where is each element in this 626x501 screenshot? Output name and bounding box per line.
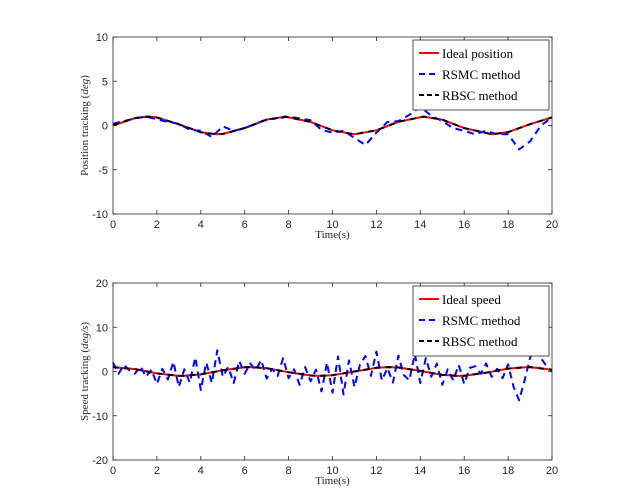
x-tick-label: 6 bbox=[242, 219, 248, 231]
series-line-rbsc-method bbox=[112, 115, 553, 136]
x-tick-label: 8 bbox=[286, 465, 292, 477]
x-tick-label: 0 bbox=[110, 219, 116, 231]
x-axis-label: Time(s) bbox=[315, 475, 350, 487]
x-tick-label: 4 bbox=[198, 465, 204, 477]
x-tick-label: 12 bbox=[370, 219, 382, 231]
x-tick-label: 14 bbox=[414, 219, 426, 231]
y-tick-label: -20 bbox=[92, 455, 108, 467]
x-tick-label: 16 bbox=[458, 465, 470, 477]
x-tick-label: 14 bbox=[414, 465, 426, 477]
series-line-rsmc-method bbox=[112, 341, 553, 402]
x-tick-label: 2 bbox=[154, 219, 160, 231]
legend-label: RBSC method bbox=[442, 88, 518, 103]
x-tick-label: 12 bbox=[370, 465, 382, 477]
y-axis-label: Position tracking (deg) bbox=[79, 75, 91, 176]
legend-label: RSMC method bbox=[442, 67, 521, 82]
legend: Ideal speed RSMC method RBSC method bbox=[412, 285, 550, 357]
y-tick-label: 0 bbox=[102, 121, 108, 133]
x-tick-label: 4 bbox=[198, 219, 204, 231]
x-tick-label: 18 bbox=[502, 465, 514, 477]
x-tick-label: 10 bbox=[326, 465, 338, 477]
y-tick-label: 20 bbox=[96, 278, 108, 290]
x-tick-label: 2 bbox=[154, 465, 160, 477]
legend-box bbox=[412, 285, 550, 357]
x-axis-label: Time(s) bbox=[315, 229, 350, 241]
y-tick-label: 10 bbox=[96, 32, 108, 44]
y-tick-label: -5 bbox=[98, 165, 108, 177]
x-tick-label: 6 bbox=[242, 465, 248, 477]
y-tick-label: 5 bbox=[102, 76, 108, 88]
legend-label: RBSC method bbox=[442, 334, 518, 349]
x-tick-label: 20 bbox=[546, 465, 558, 477]
x-tick-label: 10 bbox=[326, 219, 338, 231]
legend-label: Ideal position bbox=[442, 46, 514, 61]
series-line-rsmc-method bbox=[112, 105, 553, 151]
y-tick-label: -10 bbox=[92, 209, 108, 221]
x-tick-label: 18 bbox=[502, 219, 514, 231]
legend: Ideal position RSMC method RBSC method bbox=[412, 39, 550, 111]
y-tick-label: 0 bbox=[102, 367, 108, 379]
x-tick-label: 0 bbox=[110, 465, 116, 477]
series-line-rbsc-method bbox=[112, 366, 553, 377]
x-tick-label: 8 bbox=[286, 219, 292, 231]
y-tick-label: 10 bbox=[96, 322, 108, 334]
legend-label: Ideal speed bbox=[442, 292, 501, 307]
legend-box bbox=[412, 39, 550, 111]
x-tick-label: 20 bbox=[546, 219, 558, 231]
y-axis-label: Speed tracking (deg/s) bbox=[79, 322, 91, 421]
chart-panel-1: 0 2 4 6 8 10 12 14 16 18 20-10-50510Time(s)Positio… bbox=[79, 32, 558, 241]
series-line-ideal-position bbox=[112, 115, 553, 136]
chart-panel-2: 0 2 4 6 8 10 12 14 16 18 20 -20 -10 0 10 20 Time(s) Speed… bbox=[79, 278, 558, 487]
x-tick-label: 16 bbox=[458, 219, 470, 231]
legend-label: RSMC method bbox=[442, 313, 521, 328]
y-tick-label: -10 bbox=[92, 411, 108, 423]
